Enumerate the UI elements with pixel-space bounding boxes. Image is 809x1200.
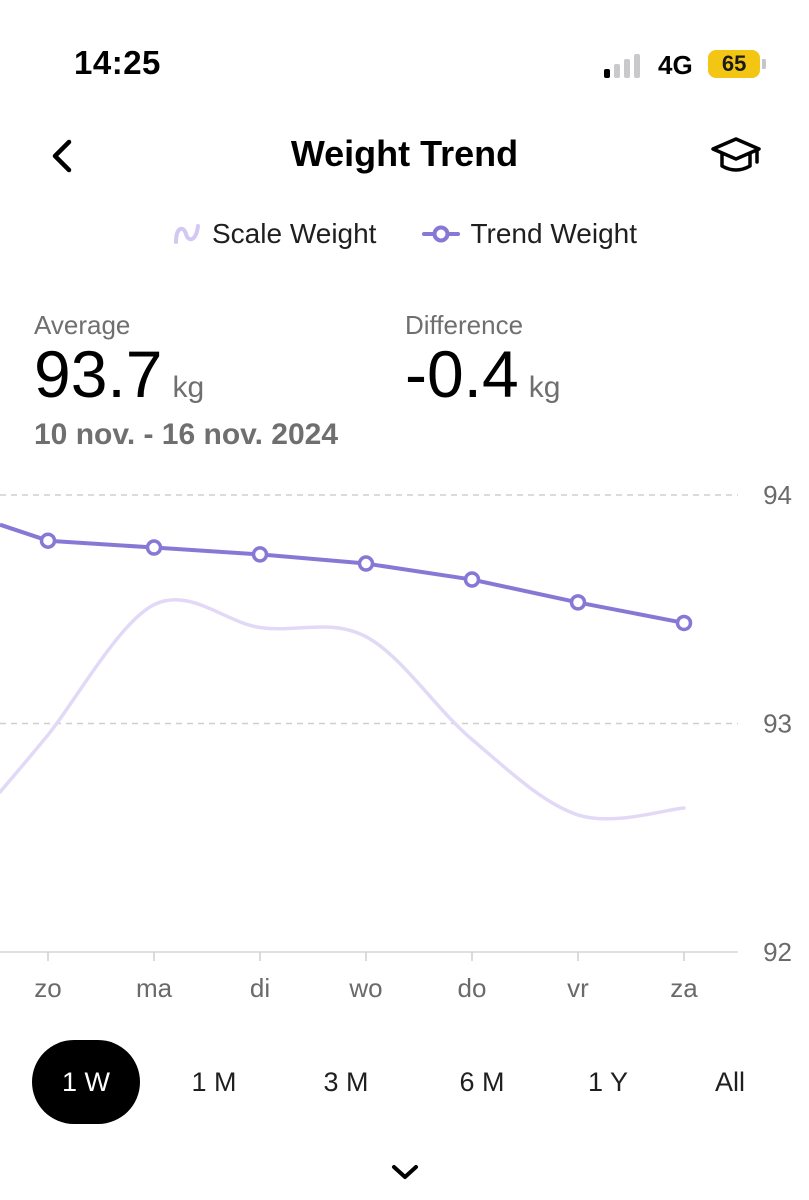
chevron-down-icon xyxy=(392,1165,418,1179)
back-button[interactable] xyxy=(40,134,84,178)
range-tab-all[interactable]: All xyxy=(714,1066,745,1097)
network-type: 4G xyxy=(658,50,693,80)
trend-weight-point[interactable] xyxy=(569,594,587,611)
range-tab-1y[interactable]: 1 Y xyxy=(587,1066,629,1097)
chart-legend: Scale Weight Trend Weight xyxy=(0,218,809,250)
difference-unit: kg xyxy=(528,371,561,404)
average-value: 93.7 xyxy=(34,337,163,411)
y-tick-label: 93 xyxy=(763,709,792,739)
y-tick-label: 94 xyxy=(763,480,792,510)
scale-weight-line xyxy=(0,598,686,821)
average-unit: kg xyxy=(172,371,205,404)
range-tab-1w[interactable]: 1 W xyxy=(32,1040,140,1124)
trend-weight-point[interactable] xyxy=(251,546,269,563)
trend-weight-point[interactable] xyxy=(357,555,375,572)
difference-label: Difference xyxy=(405,310,524,340)
legend-scale-weight-label: Scale Weight xyxy=(212,218,377,249)
status-time: 14:25 xyxy=(74,44,161,81)
date-range: 10 nov. - 16 nov. 2024 xyxy=(34,418,339,451)
x-tick-label: za xyxy=(670,973,698,1003)
x-tick-label: di xyxy=(250,973,270,1003)
trend-weight-point[interactable] xyxy=(39,532,57,549)
y-tick-label: 92 xyxy=(763,937,792,967)
x-tick-label: ma xyxy=(136,973,173,1003)
trend-weight-point[interactable] xyxy=(463,571,481,588)
x-tick-label: zo xyxy=(34,973,61,1003)
weight-chart[interactable]: 94 93 92 zo ma di wo do vr za xyxy=(0,470,809,1010)
average-stat: Average 93.7 kg xyxy=(34,310,204,407)
trend-weight-line xyxy=(0,522,685,625)
x-tick-label: wo xyxy=(348,973,382,1003)
x-tick-label: vr xyxy=(567,973,589,1003)
graduation-cap-icon xyxy=(711,137,761,172)
range-tabs: 1 W 1 M 3 M 6 M 1 Y All xyxy=(32,1040,777,1124)
range-tab-6m[interactable]: 6 M xyxy=(459,1066,505,1097)
difference-stat: Difference -0.4 kg xyxy=(405,310,560,407)
range-tab-1m[interactable]: 1 M xyxy=(191,1066,237,1097)
average-label: Average xyxy=(34,310,131,340)
squiggle-icon xyxy=(174,224,200,244)
legend-trend-weight[interactable]: Trend Weight xyxy=(422,218,637,250)
battery-level: 65 xyxy=(708,50,761,78)
difference-value: -0.4 xyxy=(405,337,519,411)
trend-weight-point[interactable] xyxy=(675,614,693,632)
battery-icon: 65 xyxy=(708,49,766,79)
line-dot-icon xyxy=(422,225,461,243)
x-tick-label: do xyxy=(458,973,487,1003)
signal-icon xyxy=(604,52,640,78)
legend-trend-weight-label: Trend Weight xyxy=(470,218,637,249)
legend-scale-weight[interactable]: Scale Weight xyxy=(172,218,376,250)
chevron-left-icon xyxy=(52,139,72,173)
range-tab-3m[interactable]: 3 M xyxy=(323,1066,369,1097)
trend-weight-point[interactable] xyxy=(145,539,163,556)
learn-button[interactable] xyxy=(708,132,764,180)
page-title: Weight Trend xyxy=(290,133,519,174)
expand-button[interactable] xyxy=(384,1156,426,1188)
